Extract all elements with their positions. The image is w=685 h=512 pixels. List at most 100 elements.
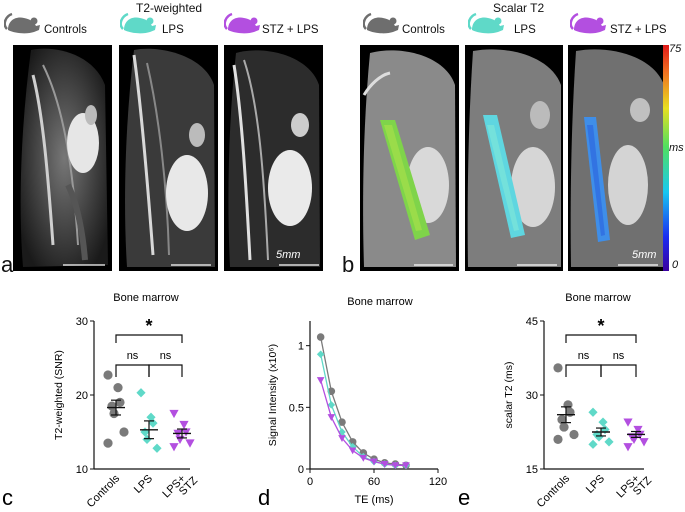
data-point [115,397,125,407]
data-point [402,462,410,470]
panel-a-title: T2-weighted [136,1,203,15]
colorbar-max: 75 [669,43,682,55]
data-point [623,443,633,452]
significance-label: ns [578,350,590,362]
data-point [140,427,150,437]
chart-d: Bone marrow 0 0.5 1 0 60 120 TE (ms) Signal Inte… [258,296,447,510]
data-point [142,434,152,444]
group-label-lps-a: LPS [162,24,184,36]
data-point [185,439,195,448]
panel-letter: e [458,485,470,510]
data-point [569,429,579,440]
group-label-controls-a: Controls [44,24,87,36]
chart-title: Bone marrow [347,296,412,308]
y-tick-label: 15 [526,464,538,476]
data-point [338,435,346,442]
x-tick-label: 120 [429,476,447,488]
x-tick-label: 0 [307,476,313,488]
data-point [136,388,146,398]
colorbar-min: 0 [672,259,679,271]
data-point [623,418,633,427]
data-point [588,407,598,417]
y-tick-label: 0 [298,464,304,476]
data-point [327,414,336,421]
data-point [316,377,325,384]
data-point [119,427,129,437]
data-point [553,434,563,444]
data-point [179,420,189,430]
scale-bar-label-b: 5mm [632,249,657,261]
category-label: LPS [584,473,607,496]
significance-label: * [597,316,604,336]
data-point [553,363,563,373]
significance-bracket [115,334,183,343]
data-point [633,425,643,435]
significance-bracket [600,364,637,377]
mri-scalar-t2-controls [360,45,459,271]
data-point [107,401,117,411]
y-tick-label: 0.5 [289,402,304,414]
data-point [559,422,569,432]
mouse-icon-controls-b [363,12,399,34]
series-line [320,336,407,466]
significance-label: * [145,316,152,336]
panel-letter: c [2,485,13,510]
y-axis-label: Signal Intensity (x10⁶) [267,344,279,446]
data-point [380,461,389,468]
y-tick-label: 10 [76,464,88,476]
significance-bracket [148,364,183,377]
mouse-icon-lps-b [468,12,504,34]
mouse-icon-stz-lps-b [570,12,606,34]
y-tick-label: 30 [76,316,88,328]
significance-label: ns [160,350,172,362]
category-label: LPS [132,473,155,496]
significance-bracket [565,334,637,343]
mouse-icon-stz-lps-a [224,12,260,34]
x-tick-label: 60 [368,476,380,488]
data-point [370,458,378,466]
data-point [348,443,357,451]
data-point [152,443,162,453]
mri-t2w-lps [119,45,218,271]
colorbar [663,45,669,271]
data-point [391,462,400,470]
data-point [348,447,357,455]
y-tick-label: 30 [526,390,538,402]
category-label: Controls [85,472,123,510]
panel-letter: d [258,485,270,510]
group-label-stz-lps-b: STZ + LPS [610,24,667,36]
data-point [338,418,346,426]
significance-bracket [115,364,150,377]
data-point [175,435,185,444]
mri-t2w-controls [13,45,112,271]
data-point [557,415,567,425]
group-label-lps-b: LPS [514,24,536,36]
data-point [600,424,610,435]
scale-bar-label-a: 5mm [276,249,301,261]
mouse-icon-controls-a [4,12,40,34]
data-point [109,408,119,419]
panel-letter-b: b [342,252,355,277]
chart-title: Bone marrow [113,292,178,304]
data-point [604,437,614,447]
x-axis-label: TE (ms) [354,494,393,506]
chart-title: Bone marrow [565,292,630,304]
y-tick-label: 20 [76,390,88,402]
y-axis-label: scalar T2 (ms) [503,362,515,429]
significance-label: ns [127,350,139,362]
colorbar-unit: ms [669,142,684,154]
significance-bracket [565,364,602,377]
data-point [565,407,575,417]
chart-c: Bone marrow 10 20 30 T2-weighted (SNR) Contro… [2,292,200,510]
data-point [169,409,179,419]
panel-b-title: Scalar T2 [493,1,545,15]
mri-scalar-t2-stz-lps: 5mm [568,45,666,271]
chart-e: Bone marrow 15 30 45 scalar T2 (ms) Controls L… [458,292,654,510]
data-point [181,428,191,437]
group-label-controls-b: Controls [402,24,445,36]
data-point [639,438,649,447]
mouse-icon-lps-a [120,12,156,34]
data-point [103,370,113,380]
data-point [169,443,179,452]
y-axis-label: T2-weighted (SNR) [53,350,65,440]
